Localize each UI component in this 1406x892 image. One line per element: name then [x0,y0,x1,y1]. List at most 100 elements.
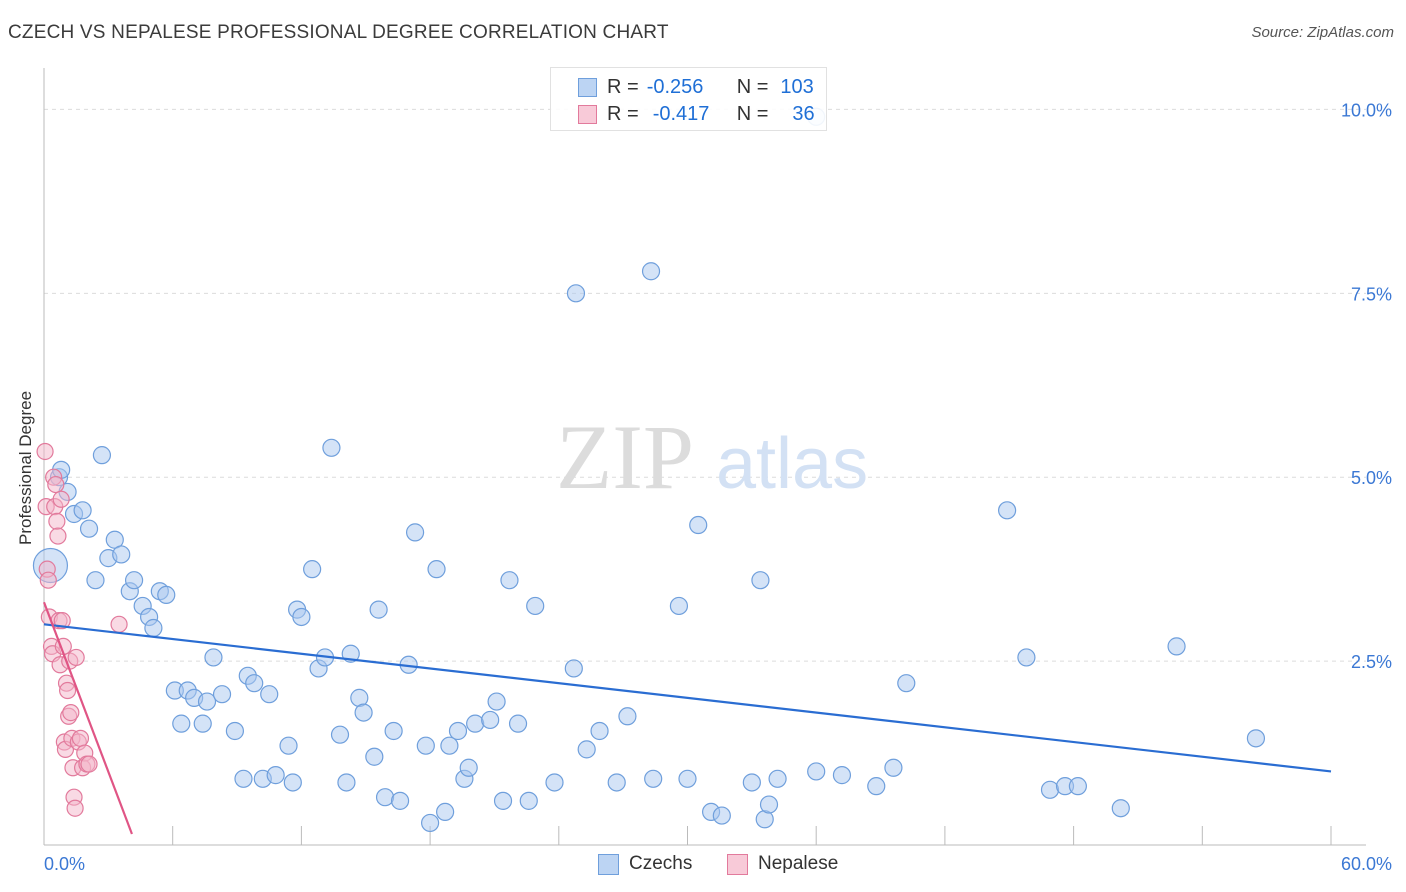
czech-point [112,545,131,564]
czech-point [337,773,356,792]
trend-lines [42,601,1332,835]
czech-point [440,736,459,755]
x-tick-label: 0.0% [44,854,85,874]
nepalese-swatch-icon [578,104,597,124]
chart-title: CZECH VS NEPALESE PROFESSIONAL DEGREE CO… [8,22,669,43]
czech-point [322,438,341,457]
czech-point [245,674,264,693]
czech-point [678,769,697,788]
czech-point [590,721,609,741]
czech-point [1111,799,1130,818]
czech-n-label: N = [736,75,769,98]
czech-point [225,721,245,741]
czech-point [234,769,253,788]
czech-point [768,769,787,788]
nepalese-point [110,615,128,633]
nepalese-trend-line [42,601,133,835]
czech-point [390,791,410,810]
czech-point [1017,648,1036,667]
czech-point [157,585,176,605]
czech-point [1068,777,1087,796]
y-tick-label: 5.0% [1351,468,1392,488]
czech-point [689,515,708,535]
czech-point [519,791,538,810]
czech-point [577,740,596,759]
czech-point [751,571,770,590]
czech-point [832,766,852,785]
czech-point [172,714,191,733]
czech-r-label: R = [607,75,639,98]
nepalese-point [36,442,54,461]
czech-point [365,747,384,766]
czech-point [867,777,886,796]
czech-point [807,762,826,781]
czech-point [487,692,506,711]
legend-row-nepalese: R = -0.417 N = 36 [551,101,815,127]
y-tick-label: 10.0% [1341,100,1392,120]
czech-point [303,560,322,579]
nepalese-point [53,612,71,630]
czech-point [493,791,513,810]
czech-point [641,262,661,281]
nepalese-n-value: 36 [792,102,815,125]
czech-swatch-icon [578,77,597,97]
nepalese-point [39,571,57,589]
czech-point [644,769,663,788]
czech-point [607,773,626,792]
czech-legend-icon [598,853,619,875]
nepalese-points [36,442,128,817]
czech-point [526,596,545,616]
nepalese-point [66,799,84,817]
nepalese-legend-label: Nepalese [758,853,839,874]
czech-point [144,618,163,638]
czech-point [1167,637,1186,656]
legend-item-nepalese[interactable]: Nepalese [727,851,838,877]
czech-point [897,674,916,693]
czech-point [481,710,500,730]
nepalese-point [62,703,80,722]
czech-point [427,560,446,579]
czech-point [1040,780,1060,799]
nepalese-point [71,729,90,747]
nepalese-r-label: R = [607,102,639,125]
czech-point [204,648,223,667]
czech-point [283,773,302,792]
czech-point [354,703,373,722]
czech-point [508,714,528,733]
czech-point [742,773,761,792]
nepalese-n-label: N = [736,102,769,125]
czech-point [369,600,388,619]
czech-point [212,685,232,704]
czech-point [566,284,586,303]
x-tick-label: 60.0% [1341,854,1392,874]
czech-point [260,685,279,704]
czech-point [73,501,92,520]
czech-point [500,571,519,590]
czech-point [405,523,425,542]
nepalese-point [58,681,77,700]
czech-point [759,795,779,814]
czech-point [884,758,903,777]
nepalese-point [48,512,66,530]
czech-point [124,571,144,590]
y-tick-label: 7.5% [1351,284,1392,304]
czech-point [197,692,217,711]
nepalese-point [49,527,67,545]
czech-point [266,766,285,785]
legend-item-czechs[interactable]: Czechs [598,851,692,877]
nepalese-point [67,648,85,667]
czech-legend-label: Czechs [629,853,693,874]
czech-point [92,446,112,465]
czech-point [421,813,440,833]
czech-r-value: -0.256 [646,75,704,98]
watermark-zip: ZIP [556,406,694,508]
czech-point [375,788,395,807]
correlation-legend-box: R = -0.256 N = 103 R = -0.417 N = 36 [550,67,827,131]
czech-point [618,707,637,726]
source-label: Source: ZipAtlas.com [1251,24,1394,41]
czech-point [712,806,731,825]
czech-point [436,802,455,821]
czech-trend-line [43,623,1332,773]
grid-lines [44,108,1366,662]
